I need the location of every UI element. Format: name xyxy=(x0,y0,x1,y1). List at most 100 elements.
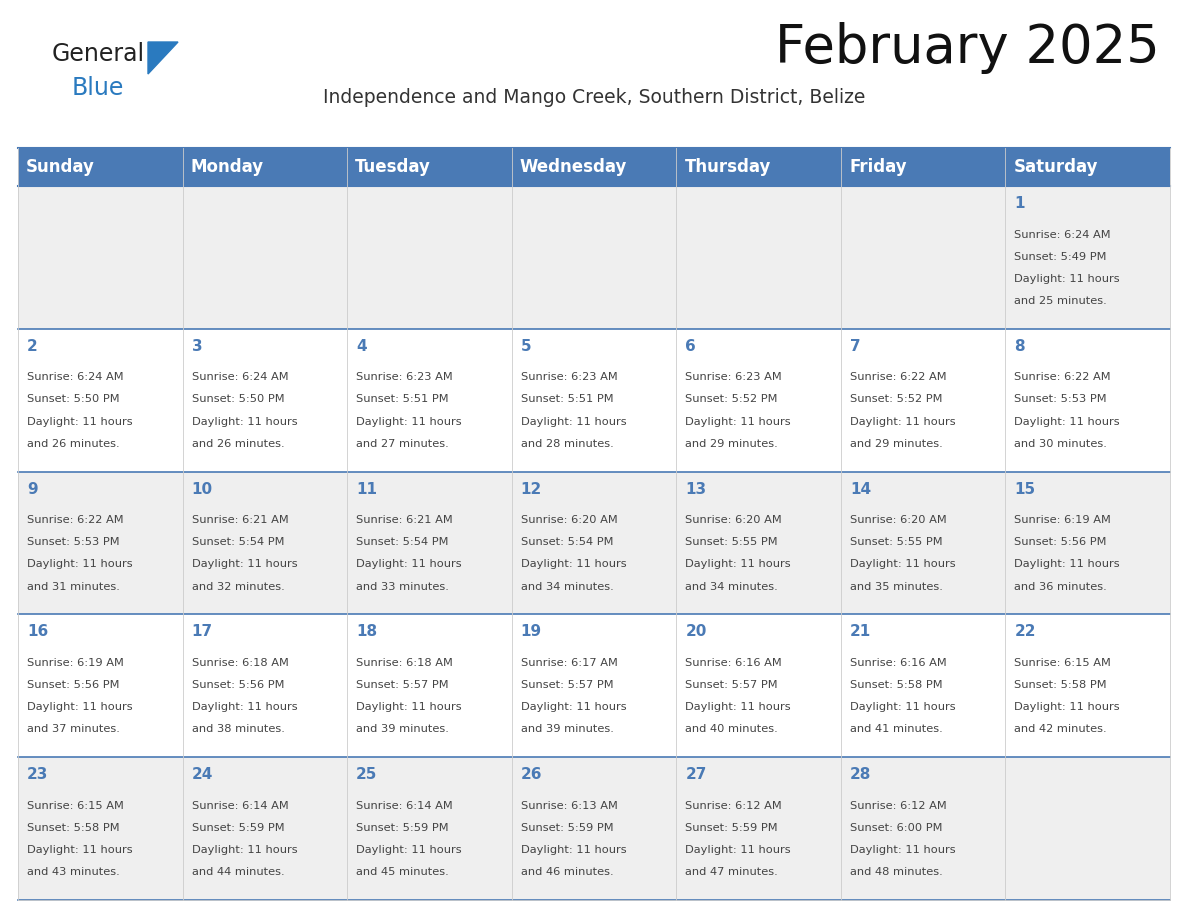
Text: Sunset: 5:58 PM: Sunset: 5:58 PM xyxy=(1015,680,1107,690)
Text: and 38 minutes.: and 38 minutes. xyxy=(191,724,284,734)
Text: Daylight: 11 hours: Daylight: 11 hours xyxy=(520,559,626,569)
Bar xyxy=(512,472,676,614)
Text: Sunset: 5:56 PM: Sunset: 5:56 PM xyxy=(191,680,284,690)
Bar xyxy=(1005,148,1170,186)
Text: 19: 19 xyxy=(520,624,542,640)
Text: Sunset: 5:56 PM: Sunset: 5:56 PM xyxy=(1015,537,1107,547)
Bar xyxy=(841,148,1005,186)
Text: Sunrise: 6:23 AM: Sunrise: 6:23 AM xyxy=(356,373,453,383)
Text: Daylight: 11 hours: Daylight: 11 hours xyxy=(27,845,133,855)
Text: and 48 minutes.: and 48 minutes. xyxy=(849,868,942,878)
Bar xyxy=(347,614,512,757)
Text: Sunset: 5:50 PM: Sunset: 5:50 PM xyxy=(191,395,284,405)
Text: Daylight: 11 hours: Daylight: 11 hours xyxy=(849,702,955,712)
Text: Sunrise: 6:15 AM: Sunrise: 6:15 AM xyxy=(1015,658,1111,668)
Text: 22: 22 xyxy=(1015,624,1036,640)
Text: Daylight: 11 hours: Daylight: 11 hours xyxy=(356,845,462,855)
Text: Sunrise: 6:14 AM: Sunrise: 6:14 AM xyxy=(356,800,453,811)
Text: Daylight: 11 hours: Daylight: 11 hours xyxy=(356,559,462,569)
Text: 4: 4 xyxy=(356,339,367,353)
Text: 11: 11 xyxy=(356,482,378,497)
Text: and 33 minutes.: and 33 minutes. xyxy=(356,582,449,591)
Text: Sunset: 5:54 PM: Sunset: 5:54 PM xyxy=(356,537,449,547)
Text: and 29 minutes.: and 29 minutes. xyxy=(849,439,942,449)
Text: Sunset: 5:59 PM: Sunset: 5:59 PM xyxy=(191,823,284,833)
Bar xyxy=(512,614,676,757)
Text: and 26 minutes.: and 26 minutes. xyxy=(191,439,284,449)
Bar xyxy=(183,614,347,757)
Text: Sunset: 5:57 PM: Sunset: 5:57 PM xyxy=(520,680,613,690)
Bar xyxy=(1005,186,1170,329)
Bar xyxy=(183,148,347,186)
Text: and 45 minutes.: and 45 minutes. xyxy=(356,868,449,878)
Text: Sunset: 5:51 PM: Sunset: 5:51 PM xyxy=(356,395,449,405)
Text: and 39 minutes.: and 39 minutes. xyxy=(520,724,614,734)
Bar xyxy=(18,148,183,186)
Text: and 34 minutes.: and 34 minutes. xyxy=(685,582,778,591)
Text: Sunset: 5:55 PM: Sunset: 5:55 PM xyxy=(849,537,942,547)
Bar xyxy=(512,186,676,329)
Bar xyxy=(18,757,183,900)
Text: Daylight: 11 hours: Daylight: 11 hours xyxy=(356,417,462,427)
Text: Daylight: 11 hours: Daylight: 11 hours xyxy=(1015,417,1120,427)
Text: 25: 25 xyxy=(356,767,378,782)
Text: Sunrise: 6:20 AM: Sunrise: 6:20 AM xyxy=(849,515,947,525)
Text: 23: 23 xyxy=(27,767,49,782)
Text: 16: 16 xyxy=(27,624,49,640)
Text: Daylight: 11 hours: Daylight: 11 hours xyxy=(685,417,791,427)
Text: 8: 8 xyxy=(1015,339,1025,353)
Bar xyxy=(1005,614,1170,757)
Bar xyxy=(347,329,512,472)
Text: Daylight: 11 hours: Daylight: 11 hours xyxy=(1015,559,1120,569)
Text: Daylight: 11 hours: Daylight: 11 hours xyxy=(685,845,791,855)
Text: 17: 17 xyxy=(191,624,213,640)
Text: Sunrise: 6:20 AM: Sunrise: 6:20 AM xyxy=(685,515,782,525)
Bar xyxy=(18,614,183,757)
Text: 1: 1 xyxy=(1015,196,1025,211)
Text: and 37 minutes.: and 37 minutes. xyxy=(27,724,120,734)
Text: Sunrise: 6:24 AM: Sunrise: 6:24 AM xyxy=(27,373,124,383)
Text: and 46 minutes.: and 46 minutes. xyxy=(520,868,613,878)
Text: Sunset: 5:58 PM: Sunset: 5:58 PM xyxy=(27,823,120,833)
Text: Sunrise: 6:24 AM: Sunrise: 6:24 AM xyxy=(1015,230,1111,240)
Text: Sunset: 5:59 PM: Sunset: 5:59 PM xyxy=(685,823,778,833)
Text: Sunset: 5:50 PM: Sunset: 5:50 PM xyxy=(27,395,120,405)
Bar xyxy=(18,472,183,614)
Text: Sunrise: 6:22 AM: Sunrise: 6:22 AM xyxy=(849,373,947,383)
Bar xyxy=(183,186,347,329)
Text: Daylight: 11 hours: Daylight: 11 hours xyxy=(849,417,955,427)
Text: Daylight: 11 hours: Daylight: 11 hours xyxy=(520,845,626,855)
Text: Sunset: 5:53 PM: Sunset: 5:53 PM xyxy=(1015,395,1107,405)
Text: Daylight: 11 hours: Daylight: 11 hours xyxy=(849,559,955,569)
Bar xyxy=(841,614,1005,757)
Text: Daylight: 11 hours: Daylight: 11 hours xyxy=(1015,702,1120,712)
Text: Daylight: 11 hours: Daylight: 11 hours xyxy=(191,702,297,712)
Bar xyxy=(841,757,1005,900)
Text: Sunset: 5:49 PM: Sunset: 5:49 PM xyxy=(1015,252,1107,262)
Bar xyxy=(512,148,676,186)
Text: Sunrise: 6:24 AM: Sunrise: 6:24 AM xyxy=(191,373,289,383)
Text: Sunrise: 6:13 AM: Sunrise: 6:13 AM xyxy=(520,800,618,811)
Bar xyxy=(676,757,841,900)
Text: Sunset: 5:55 PM: Sunset: 5:55 PM xyxy=(685,537,778,547)
Bar xyxy=(841,186,1005,329)
Text: Sunrise: 6:16 AM: Sunrise: 6:16 AM xyxy=(849,658,947,668)
Text: and 43 minutes.: and 43 minutes. xyxy=(27,868,120,878)
Text: and 42 minutes.: and 42 minutes. xyxy=(1015,724,1107,734)
Text: 14: 14 xyxy=(849,482,871,497)
Text: 5: 5 xyxy=(520,339,531,353)
Text: Sunrise: 6:19 AM: Sunrise: 6:19 AM xyxy=(1015,515,1111,525)
Bar xyxy=(676,329,841,472)
Text: and 35 minutes.: and 35 minutes. xyxy=(849,582,943,591)
Text: and 34 minutes.: and 34 minutes. xyxy=(520,582,613,591)
Bar xyxy=(18,329,183,472)
Text: Sunrise: 6:17 AM: Sunrise: 6:17 AM xyxy=(520,658,618,668)
Text: Daylight: 11 hours: Daylight: 11 hours xyxy=(520,702,626,712)
Text: Daylight: 11 hours: Daylight: 11 hours xyxy=(356,702,462,712)
Text: and 31 minutes.: and 31 minutes. xyxy=(27,582,120,591)
Text: Sunrise: 6:22 AM: Sunrise: 6:22 AM xyxy=(1015,373,1111,383)
Text: Sunrise: 6:18 AM: Sunrise: 6:18 AM xyxy=(191,658,289,668)
Text: Sunset: 5:57 PM: Sunset: 5:57 PM xyxy=(685,680,778,690)
Text: Sunrise: 6:19 AM: Sunrise: 6:19 AM xyxy=(27,658,124,668)
Bar xyxy=(1005,472,1170,614)
